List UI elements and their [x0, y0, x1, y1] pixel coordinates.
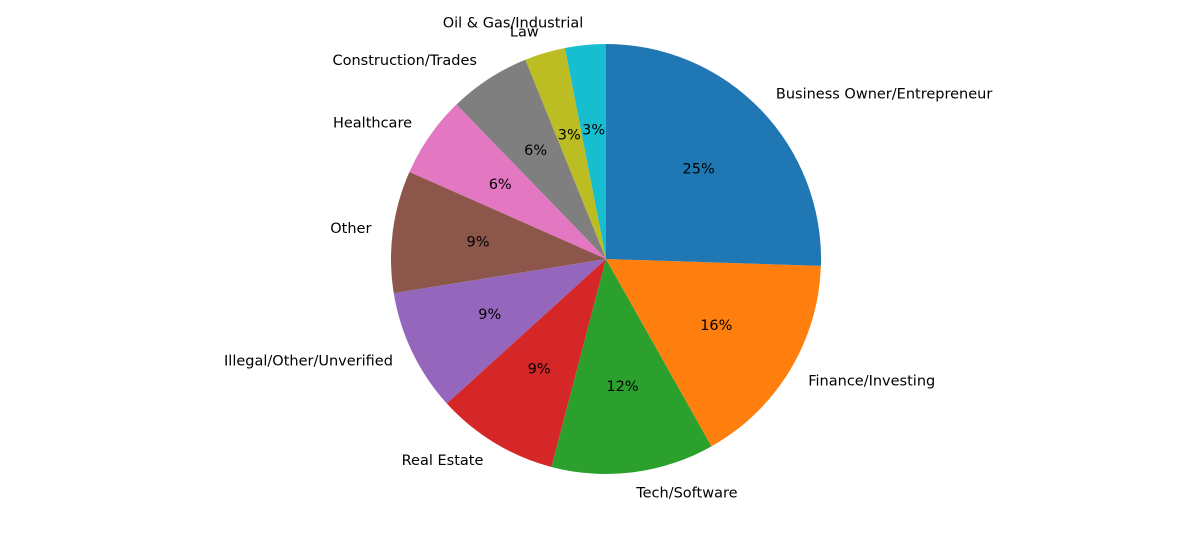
- pie-slice-construction-trades: [456, 59, 606, 260]
- slice-percent-tech-software: 12%: [606, 379, 638, 395]
- slice-percent-business-owner-entrepreneur: 25%: [683, 161, 715, 177]
- pie-slice-tech-software: [551, 259, 712, 474]
- slice-label-illegal-other-unverified: Illegal/Other/Unverified: [224, 354, 393, 370]
- slice-label-finance-investing: Finance/Investing: [808, 374, 935, 390]
- slice-percent-law: 3%: [558, 127, 581, 143]
- slice-percent-oil-gas-industrial: 3%: [582, 123, 605, 139]
- slice-percent-illegal-other-unverified: 9%: [478, 307, 501, 323]
- pie-slice-finance-investing: [606, 259, 821, 447]
- labels-layer: 3% Oil & Gas/Industrial 3% Law 6% Constructio…: [224, 16, 992, 502]
- pie-slice-oil-gas-industrial: [564, 44, 606, 259]
- slice-label-tech-software: Tech/Software: [635, 486, 737, 502]
- pie-slice-real-estate: [446, 259, 606, 467]
- slice-percent-healthcare: 6%: [489, 177, 512, 193]
- pie-slice-healthcare: [409, 104, 606, 259]
- slices-layer: [391, 44, 822, 474]
- slice-label-business-owner-entrepreneur: Business Owner/Entrepreneur: [776, 86, 992, 102]
- slice-label-oil-gas-industrial: Oil & Gas/Industrial: [443, 16, 584, 32]
- pie-slice-business-owner-entrepreneur: [606, 44, 822, 266]
- slice-label-law: Law: [510, 24, 539, 40]
- slice-percent-finance-investing: 16%: [700, 318, 732, 334]
- slice-label-real-estate: Real Estate: [402, 453, 484, 469]
- pie-slice-other: [391, 171, 606, 294]
- slice-percent-construction-trades: 6%: [524, 143, 547, 159]
- slice-percent-other: 9%: [467, 235, 490, 251]
- slice-label-construction-trades: Construction/Trades: [333, 53, 477, 69]
- pie-slice-illegal-other-unverified: [393, 259, 606, 404]
- slice-percent-real-estate: 9%: [528, 361, 551, 377]
- pie-slice-law: [525, 47, 606, 260]
- slice-label-healthcare: Healthcare: [333, 116, 412, 132]
- slice-label-other: Other: [330, 221, 371, 237]
